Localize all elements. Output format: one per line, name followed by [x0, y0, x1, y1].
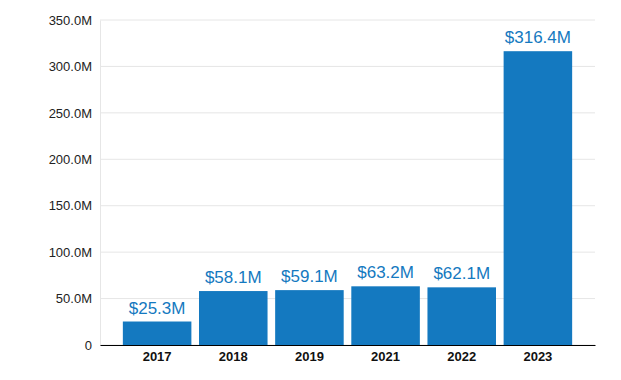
y-tick: 100.0M	[49, 245, 100, 260]
x-axis-line	[101, 345, 596, 346]
y-tick: 0	[85, 338, 100, 353]
data-label: $59.1M	[281, 267, 338, 286]
bar	[351, 286, 420, 345]
data-label: $58.1M	[205, 268, 262, 287]
y-tick: 300.0M	[49, 59, 100, 74]
data-label: $63.2M	[357, 263, 414, 282]
y-tick-label: 250.0M	[49, 106, 92, 121]
data-label: $316.4M	[505, 28, 571, 47]
x-tick: 2017	[143, 345, 172, 364]
y-tick-label: 300.0M	[49, 59, 92, 74]
y-axis-line	[100, 21, 101, 346]
x-tick: 2021	[371, 345, 400, 364]
x-tick-label: 2022	[447, 349, 476, 364]
bar	[123, 322, 192, 345]
x-tick: 2023	[523, 345, 552, 364]
data-label: $25.3M	[129, 299, 186, 318]
bar	[275, 290, 344, 345]
x-tick: 2022	[447, 345, 476, 364]
y-tick-label: 50.0M	[56, 291, 92, 306]
y-tick: 150.0M	[49, 198, 100, 213]
y-tick-label: 350.0M	[49, 13, 92, 28]
y-tick: 200.0M	[49, 152, 100, 167]
x-axis: 2017 2018 2019 2021 2022 2023	[101, 345, 596, 364]
chart: 0 50.0M 100.0M 150.0M 200.0M 250.0M 300.0M 350.…	[0, 0, 621, 380]
x-tick-label: 2023	[523, 349, 552, 364]
x-tick-label: 2017	[143, 349, 172, 364]
y-tick-label: 200.0M	[49, 152, 92, 167]
bar	[427, 287, 496, 345]
y-tick-label: 100.0M	[49, 245, 92, 260]
y-tick: 250.0M	[49, 106, 100, 121]
data-labels: $25.3M $58.1M $59.1M $63.2M $62.1M $316.4M	[129, 28, 571, 317]
x-tick: 2018	[219, 345, 248, 364]
x-tick: 2019	[295, 345, 324, 364]
bars	[123, 51, 572, 345]
grid-line	[100, 20, 595, 21]
y-axis: 0 50.0M 100.0M 150.0M 200.0M 250.0M 300.0M 350.…	[49, 13, 101, 353]
y-tick: 50.0M	[56, 291, 100, 306]
data-label: $62.1M	[433, 264, 490, 283]
x-tick-label: 2018	[219, 349, 248, 364]
y-tick: 350.0M	[49, 13, 100, 28]
grid	[100, 20, 595, 345]
y-tick-label: 150.0M	[49, 198, 92, 213]
x-tick-label: 2021	[371, 349, 400, 364]
y-tick-label: 0	[85, 338, 92, 353]
x-tick-label: 2019	[295, 349, 324, 364]
bar	[199, 291, 268, 345]
bar	[504, 51, 573, 345]
